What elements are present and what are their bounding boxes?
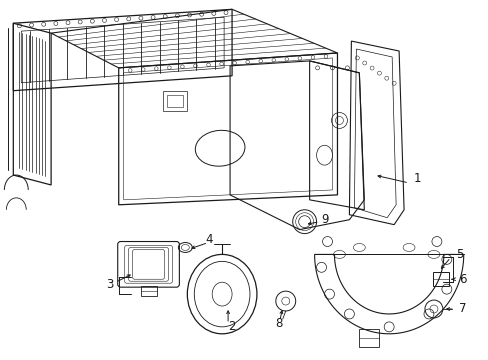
Text: 4: 4 bbox=[205, 233, 212, 246]
Text: 9: 9 bbox=[321, 213, 328, 226]
Text: 8: 8 bbox=[274, 318, 282, 330]
Text: 2: 2 bbox=[227, 320, 235, 333]
Text: 5: 5 bbox=[455, 248, 462, 261]
Text: 6: 6 bbox=[458, 273, 466, 286]
Text: 3: 3 bbox=[105, 278, 113, 291]
Text: 1: 1 bbox=[413, 171, 421, 185]
Text: 7: 7 bbox=[458, 302, 466, 315]
